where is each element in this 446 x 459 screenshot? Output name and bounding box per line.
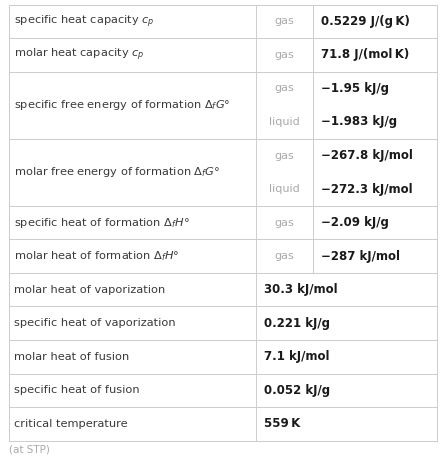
Text: 71.8 J/(mol K): 71.8 J/(mol K) <box>321 48 409 62</box>
Text: molar heat capacity $c_p$: molar heat capacity $c_p$ <box>14 47 145 63</box>
Text: gas: gas <box>275 50 294 60</box>
Text: molar heat of formation $\Delta_f H°$: molar heat of formation $\Delta_f H°$ <box>14 249 180 263</box>
Text: −1.95 kJ/g: −1.95 kJ/g <box>321 82 389 95</box>
Text: molar heat of vaporization: molar heat of vaporization <box>14 285 165 295</box>
Text: specific free energy of formation $\Delta_f G°$: specific free energy of formation $\Delt… <box>14 98 231 112</box>
Text: 30.3 kJ/mol: 30.3 kJ/mol <box>264 283 338 296</box>
Text: gas: gas <box>275 251 294 261</box>
Text: 7.1 kJ/mol: 7.1 kJ/mol <box>264 350 330 363</box>
Text: 0.221 kJ/g: 0.221 kJ/g <box>264 317 330 330</box>
Text: gas: gas <box>275 151 294 161</box>
Text: gas: gas <box>275 218 294 228</box>
Text: specific heat capacity $c_p$: specific heat capacity $c_p$ <box>14 13 155 29</box>
Text: 559 K: 559 K <box>264 417 301 431</box>
Text: gas: gas <box>275 84 294 94</box>
Text: liquid: liquid <box>269 184 300 194</box>
Text: molar free energy of formation $\Delta_f G°$: molar free energy of formation $\Delta_f… <box>14 165 221 179</box>
Text: liquid: liquid <box>269 117 300 127</box>
Text: molar heat of fusion: molar heat of fusion <box>14 352 129 362</box>
Text: specific heat of formation $\Delta_f H°$: specific heat of formation $\Delta_f H°$ <box>14 216 190 230</box>
Text: 0.5229 J/(g K): 0.5229 J/(g K) <box>321 15 410 28</box>
Text: specific heat of vaporization: specific heat of vaporization <box>14 318 176 328</box>
Text: −287 kJ/mol: −287 kJ/mol <box>321 250 400 263</box>
Text: gas: gas <box>275 17 294 26</box>
Text: 0.052 kJ/g: 0.052 kJ/g <box>264 384 330 397</box>
Text: −1.983 kJ/g: −1.983 kJ/g <box>321 116 397 129</box>
Text: critical temperature: critical temperature <box>14 419 128 429</box>
Text: (at STP): (at STP) <box>9 445 50 455</box>
Text: −272.3 kJ/mol: −272.3 kJ/mol <box>321 183 413 196</box>
Text: −2.09 kJ/g: −2.09 kJ/g <box>321 216 389 229</box>
Text: −267.8 kJ/mol: −267.8 kJ/mol <box>321 149 413 162</box>
Text: specific heat of fusion: specific heat of fusion <box>14 385 140 395</box>
